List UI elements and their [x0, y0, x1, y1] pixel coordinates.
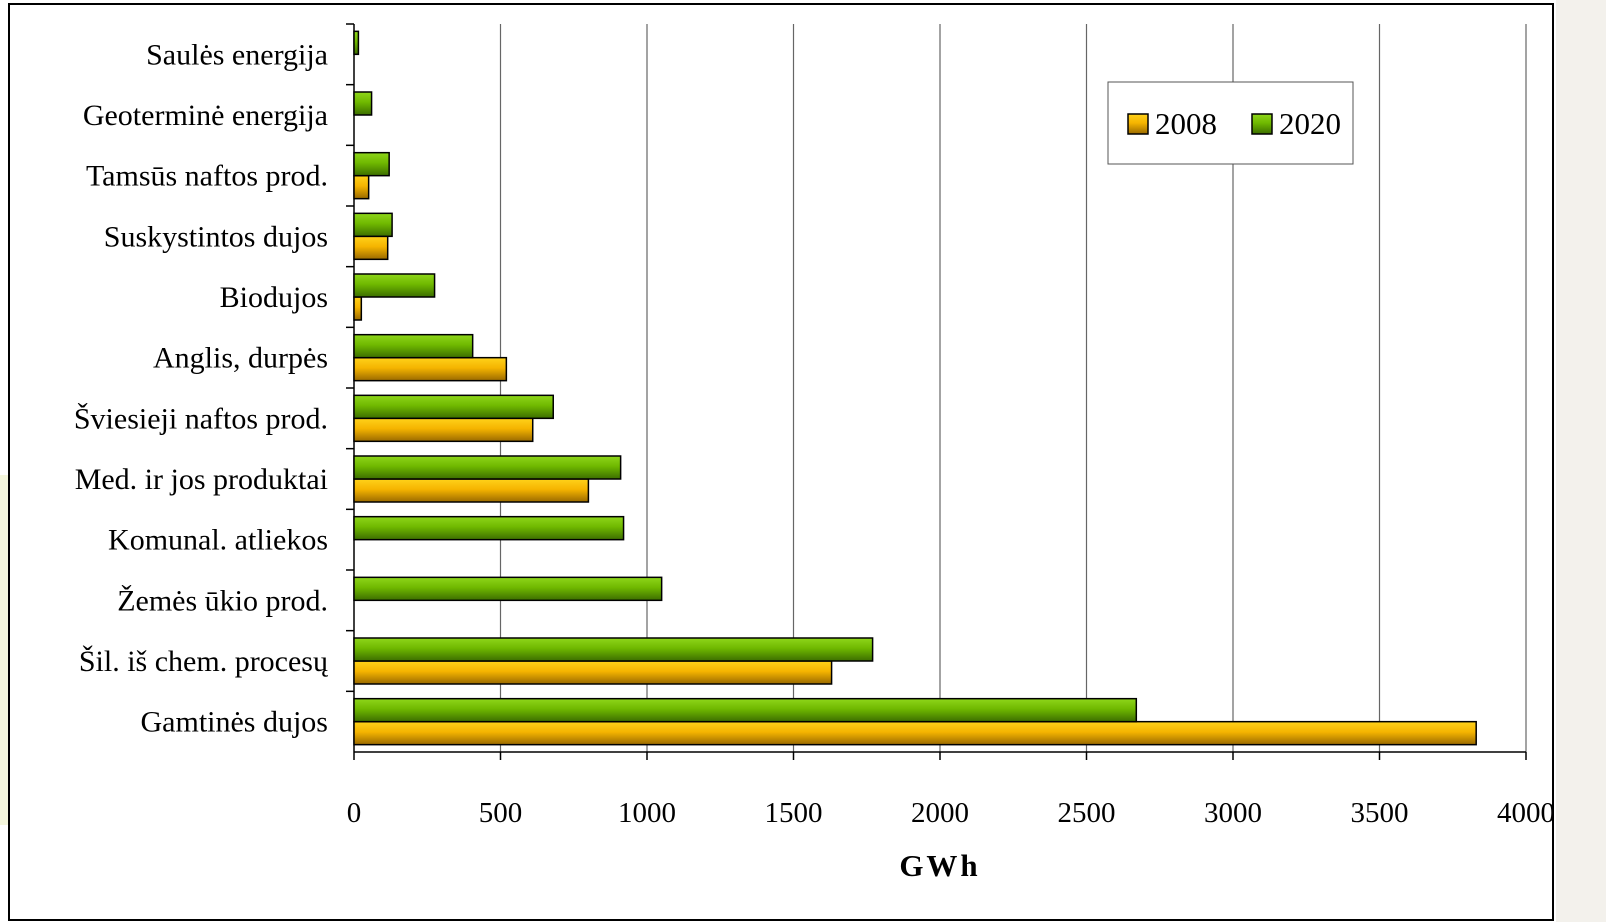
category-label: Saulės energija: [146, 38, 328, 71]
bar-2020: [353, 455, 622, 480]
category-label: Žemės ūkio prod.: [117, 584, 328, 617]
bars: [353, 30, 1477, 746]
bar-2008: [353, 296, 363, 321]
x-tick-label: 1500: [765, 797, 823, 829]
category-labels: Saulės energija Geoterminė energija Tamsūs…: [74, 38, 329, 738]
bar-2008: [353, 356, 508, 382]
bar-2008: [353, 235, 389, 261]
x-axis-title: GWh: [899, 848, 980, 883]
bar-2020: [353, 637, 874, 662]
x-tick-label: 2500: [1058, 797, 1116, 829]
right-background-strip: [1556, 0, 1606, 922]
bar-2020: [353, 30, 360, 56]
x-tick-label: 500: [479, 797, 523, 829]
bar-2020: [353, 697, 1138, 723]
legend: 2008 2020: [1107, 81, 1354, 165]
bar-2020: [353, 515, 625, 541]
bar-2020: [353, 151, 390, 177]
legend-label-2008: 2008: [1155, 106, 1217, 141]
category-label: Šil. iš chem. procesų: [79, 645, 329, 678]
bar-2020: [353, 273, 436, 298]
category-label: Gamtinės dujos: [141, 706, 329, 739]
x-tick-label: 3500: [1351, 797, 1409, 829]
category-label: Anglis, durpės: [153, 342, 328, 375]
category-label: Komunal. atliekos: [108, 524, 328, 557]
bar-2020: [353, 91, 373, 116]
bar-2020: [353, 576, 663, 602]
category-label: Biodujos: [220, 281, 328, 314]
legend-swatch-2008: [1127, 113, 1149, 135]
bar-2008: [353, 417, 534, 443]
legend-box: [1107, 81, 1354, 165]
legend-label-2020: 2020: [1279, 106, 1341, 141]
left-background-strip: [0, 475, 8, 825]
category-label: Suskystintos dujos: [104, 220, 328, 253]
axes: [346, 23, 1527, 760]
bar-2008: [353, 478, 590, 503]
category-label: Med. ir jos produktai: [75, 463, 328, 496]
x-tick-label: 1000: [618, 797, 676, 829]
bar-2008: [353, 720, 1477, 746]
legend-swatch-2020: [1251, 113, 1273, 135]
category-label: Šviesieji naftos prod.: [74, 402, 328, 435]
bar-2008: [353, 660, 833, 685]
category-label: Geoterminė energija: [83, 99, 328, 132]
x-tick-label: 4000: [1497, 797, 1555, 829]
x-tick-labels: 0 500 1000 1500 2000 2500 3000 3500 4000: [347, 797, 1555, 829]
x-tick-label: 3000: [1204, 797, 1262, 829]
bar-2008: [353, 174, 370, 200]
x-tick-label: 0: [347, 797, 362, 829]
x-tick-label: 2000: [911, 797, 969, 829]
bar-2020: [353, 394, 554, 420]
bar-2020: [353, 333, 474, 359]
bar-2020: [353, 212, 393, 238]
category-label: Tamsūs naftos prod.: [86, 160, 328, 193]
